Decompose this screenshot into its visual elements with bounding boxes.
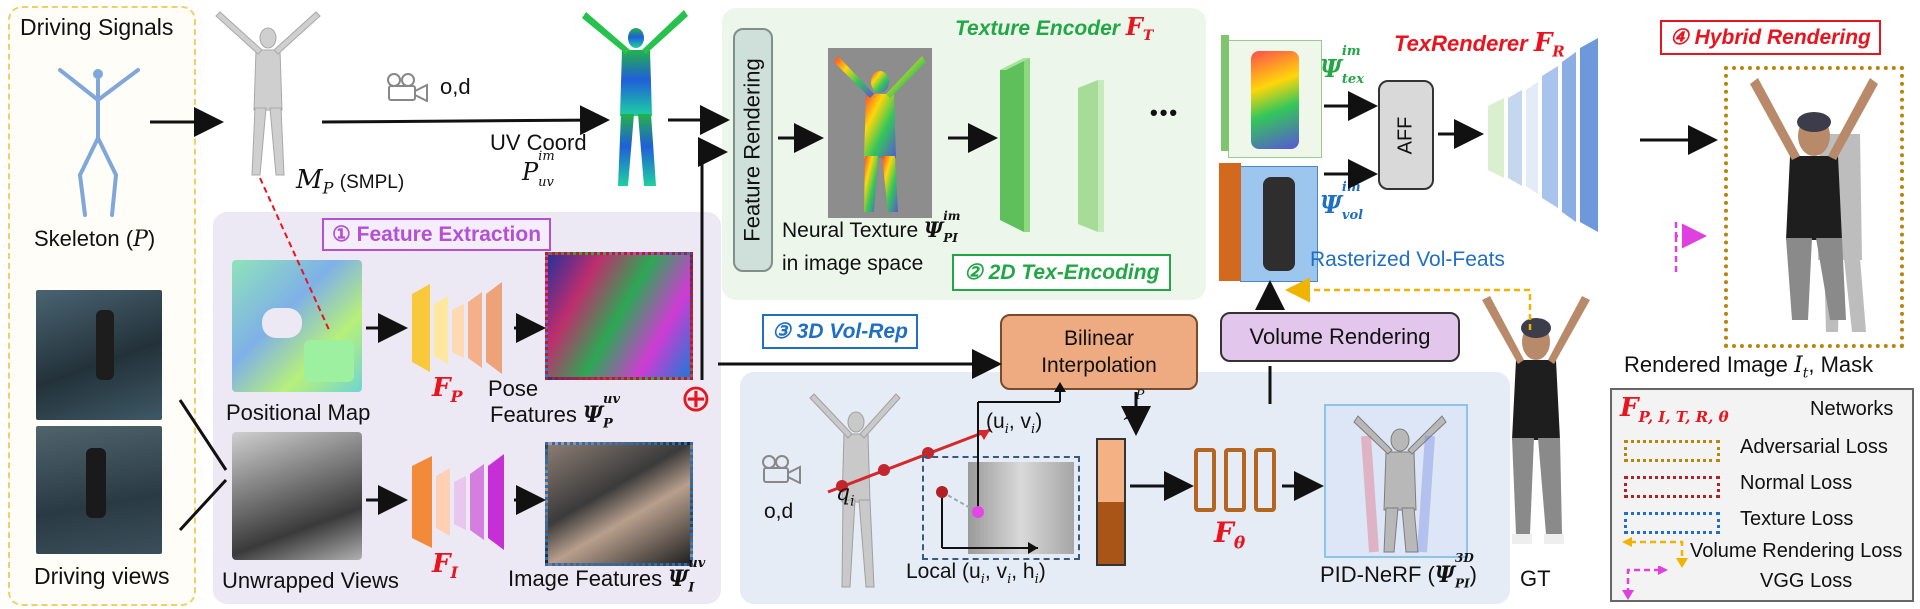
driving-view-photo-1 — [36, 290, 162, 420]
f-theta-label: Fθ — [1214, 516, 1246, 554]
concat-oplus-symbol: ⊕ — [680, 378, 712, 420]
skeleton-label: Skeleton (P) — [34, 226, 156, 252]
legend-item: VGG Loss — [1620, 566, 1910, 600]
f-theta-network — [1194, 448, 1276, 512]
image-features-image — [545, 442, 693, 566]
legend-label: Volume Rendering Loss — [1690, 540, 1903, 562]
local-label: Local (ui, vi, hi) — [906, 560, 1046, 588]
skeleton-figure — [58, 68, 140, 217]
uv-coord-figure — [582, 10, 688, 186]
legend-item: Volume Rendering Loss — [1620, 536, 1910, 568]
legend-item: Normal Loss — [1620, 470, 1910, 500]
pid-nerf-label: PID-NeRF (Ψ 3D PI) — [1320, 551, 1477, 591]
smpl-label: MP (SMPL) — [296, 165, 405, 198]
legend-item: Adversarial Loss — [1620, 434, 1910, 464]
smpl-mesh-figure — [215, 11, 321, 176]
positional-map-label: Positional Map — [226, 400, 371, 425]
uv-coord-label: UV Coord — [490, 130, 587, 155]
driving-signals-title: Driving Signals — [20, 14, 174, 40]
rasterized-vol-feats-label: Rasterized Vol-Feats — [1310, 248, 1505, 271]
texture-encoder-title: Texture Encoder FT — [955, 12, 1154, 45]
gt-label: GT — [1520, 566, 1551, 591]
legend-label: Adversarial Loss — [1740, 436, 1888, 458]
legend-swatch-adversarial — [1624, 440, 1720, 462]
pid-nerf-volume — [1324, 404, 1468, 558]
tex-renderer-title: TexRenderer FR — [1394, 28, 1565, 61]
unwrapped-views-image — [232, 432, 362, 560]
legend-swatch-texture — [1624, 512, 1720, 534]
legend-swatch-vgg — [1622, 566, 1668, 600]
legend-networks-symbol: FP, I, T, R, θ — [1620, 393, 1729, 427]
feature-rendering-block: Feature Rendering — [733, 28, 773, 272]
vol-rep-title: ③ 3D Vol-Rep — [762, 314, 918, 349]
positional-map-image — [232, 260, 362, 392]
feature-vector-bar — [1096, 438, 1126, 566]
driving-view-photo-2 — [36, 426, 162, 554]
fi-label: FI — [432, 549, 458, 583]
legend-label: Normal Loss — [1740, 472, 1853, 494]
unwrapped-views-label: Unwrapped Views — [222, 568, 399, 593]
texture-rendered-image — [1221, 35, 1322, 158]
camera-od-label: o,d — [440, 74, 471, 99]
fp-network-blocks — [412, 282, 502, 374]
aff-block: AFF — [1378, 80, 1434, 190]
texture-encoder-panel — [722, 8, 1206, 300]
tex-renderer-blocks — [1488, 38, 1598, 232]
legend-swatch-normal — [1624, 476, 1720, 498]
rendered-image-label: Rendered Image It, Mask — [1624, 352, 1874, 382]
legend-swatch-volume-rendering — [1622, 537, 1688, 568]
camera-icon-2 — [762, 455, 801, 484]
encoder-ellipsis: ••• — [1150, 100, 1180, 125]
fi-network-blocks — [412, 454, 504, 550]
bilinear-interpolation-block: Bilinear Interpolation — [1000, 314, 1198, 390]
pose-features-label-line1: Pose — [488, 376, 539, 401]
legend-label: Texture Loss — [1740, 508, 1854, 530]
volume-rendered-image — [1219, 163, 1318, 282]
hybrid-rendering-title: ④ Hybrid Rendering — [1660, 20, 1881, 55]
neural-texture-label-line2: in image space — [782, 252, 924, 275]
local-patch-box — [922, 456, 1080, 560]
query-camera-label: o,d — [764, 500, 794, 523]
neural-texture-image — [828, 48, 932, 218]
legend-item: Texture Loss — [1620, 506, 1910, 536]
legend-networks-label: Networks — [1810, 398, 1894, 420]
rendered-image-frame — [1724, 66, 1904, 348]
feature-extraction-title: ① Feature Extraction — [322, 218, 552, 251]
volume-rendering-block: Volume Rendering — [1220, 312, 1460, 362]
gt-person-image — [1482, 296, 1590, 544]
pose-features-image — [545, 252, 693, 380]
texture-encoder-blocks — [1000, 58, 1104, 232]
local-coordinate-arrows — [936, 382, 1066, 554]
query-point-label: qi — [836, 481, 855, 510]
camera-icon — [387, 73, 428, 102]
legend-label: VGG Loss — [1760, 570, 1853, 592]
driving-views-label: Driving views — [34, 563, 170, 589]
fp-label: FP — [432, 373, 463, 407]
tex-encoding-stage-label: ② 2D Tex-Encoding — [952, 254, 1172, 291]
uv-local-label: (ui, vi) — [986, 410, 1043, 438]
